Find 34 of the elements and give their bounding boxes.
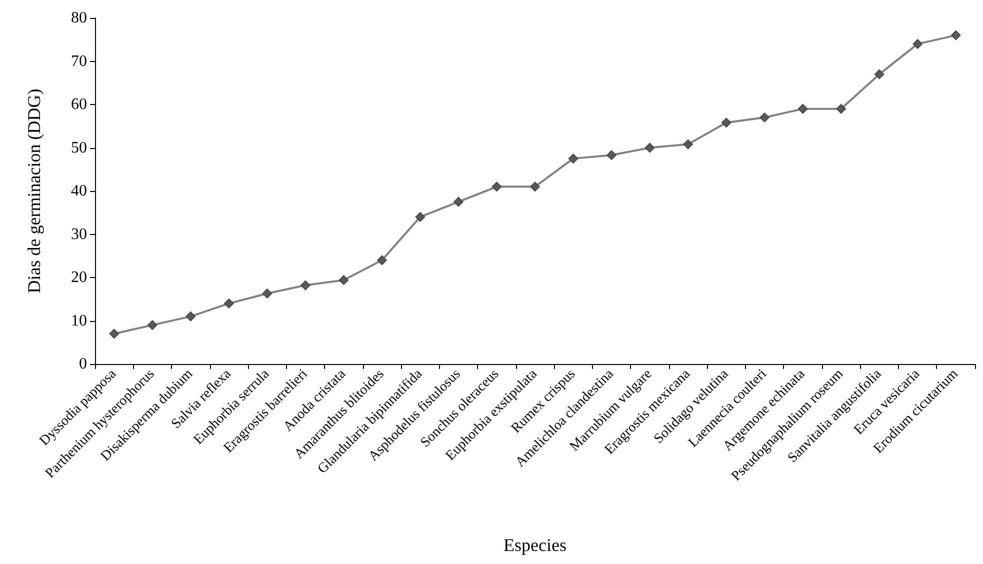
y-tick-label: 80 xyxy=(71,10,87,26)
point xyxy=(147,320,158,330)
point xyxy=(644,142,655,153)
y-tick-label: 10 xyxy=(71,312,87,330)
y-tick-label: 30 xyxy=(71,226,87,243)
point xyxy=(186,312,196,322)
point xyxy=(836,104,846,114)
point xyxy=(683,139,693,150)
y-axis-title: Dias de germinacion (DDG) xyxy=(24,88,44,294)
point xyxy=(454,196,464,207)
y-tick-label: 20 xyxy=(71,269,87,286)
point xyxy=(300,280,310,290)
y-tick-label: 70 xyxy=(71,52,87,70)
y-tick-label: 40 xyxy=(71,182,87,200)
point xyxy=(568,154,578,164)
point xyxy=(415,212,426,222)
y-tick-label: 60 xyxy=(71,96,87,113)
point xyxy=(109,328,120,339)
point xyxy=(798,104,808,114)
point xyxy=(377,255,387,266)
y-tick-label: 50 xyxy=(71,139,87,156)
point xyxy=(606,150,616,160)
point xyxy=(874,69,884,80)
x-axis-title: Especies xyxy=(504,535,566,555)
point xyxy=(760,112,770,122)
point xyxy=(338,275,349,285)
y-tick-label: 0 xyxy=(79,356,87,372)
point xyxy=(912,39,923,49)
point xyxy=(950,30,961,40)
point xyxy=(262,288,272,298)
point xyxy=(224,298,234,308)
point xyxy=(492,182,502,192)
point xyxy=(530,182,540,192)
point xyxy=(721,118,732,128)
